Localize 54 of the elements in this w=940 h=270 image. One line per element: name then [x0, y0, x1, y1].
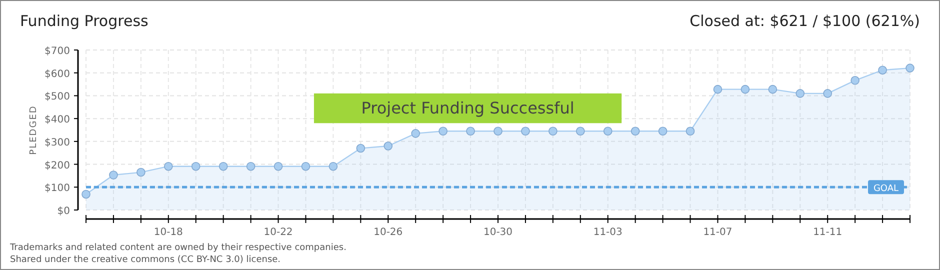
y-tick-label: $100 [44, 183, 70, 194]
point [630, 126, 640, 136]
point [603, 126, 612, 136]
point [438, 126, 448, 136]
y-tick-label: $0 [57, 206, 70, 217]
point [576, 126, 585, 136]
x-tick-label: 10-26 [374, 227, 403, 238]
point [521, 126, 530, 136]
point [823, 89, 832, 98]
text: Shared under the creative commons (CC BY-NC 3.0) license. [10, 255, 281, 265]
point [658, 126, 668, 136]
point [356, 144, 366, 153]
chart-title: Funding Progress [20, 12, 149, 30]
y-tick-label: $300 [44, 137, 70, 148]
banner: Project Funding Successful [314, 93, 622, 124]
point [713, 84, 722, 94]
point [906, 64, 914, 72]
x-tick-label: 10-22 [264, 227, 293, 238]
point [274, 162, 283, 171]
point [164, 162, 173, 171]
point [136, 168, 146, 177]
x-tick-label: 11-03 [593, 227, 622, 238]
y-tick-label: $200 [44, 160, 70, 172]
y-tick-label: $500 [44, 92, 70, 103]
point [301, 162, 310, 171]
point [494, 126, 502, 136]
x-tick-label: 11-07 [703, 227, 732, 238]
annotation: Project Funding Successful [361, 98, 574, 118]
point [740, 84, 750, 94]
point [466, 126, 475, 136]
text: Trademarks and related content are owned by their respective companies. [9, 243, 346, 253]
point [850, 76, 860, 85]
point [246, 162, 256, 171]
y-tick-label: $600 [44, 68, 70, 80]
point [768, 84, 778, 94]
point [384, 142, 393, 150]
point [548, 126, 558, 136]
x-tick-label: 11-11 [813, 227, 842, 238]
y-tick-label: $400 [44, 114, 70, 126]
point [411, 129, 420, 138]
ref-line-label: GOAL [873, 184, 899, 194]
point [191, 162, 200, 171]
point [82, 190, 90, 199]
point [328, 162, 338, 171]
chart-subtitle: Closed at: $621 / $100 (621%) [690, 12, 920, 30]
point [218, 162, 228, 171]
point [796, 89, 805, 98]
x-tick-label: 10-18 [154, 227, 183, 238]
y-axis-title: PLEDGED [29, 105, 39, 155]
point [109, 170, 118, 180]
point [686, 126, 695, 136]
point [878, 66, 887, 75]
x-tick-label: 10-30 [483, 227, 513, 238]
y-tick-label: $700 [44, 46, 70, 57]
